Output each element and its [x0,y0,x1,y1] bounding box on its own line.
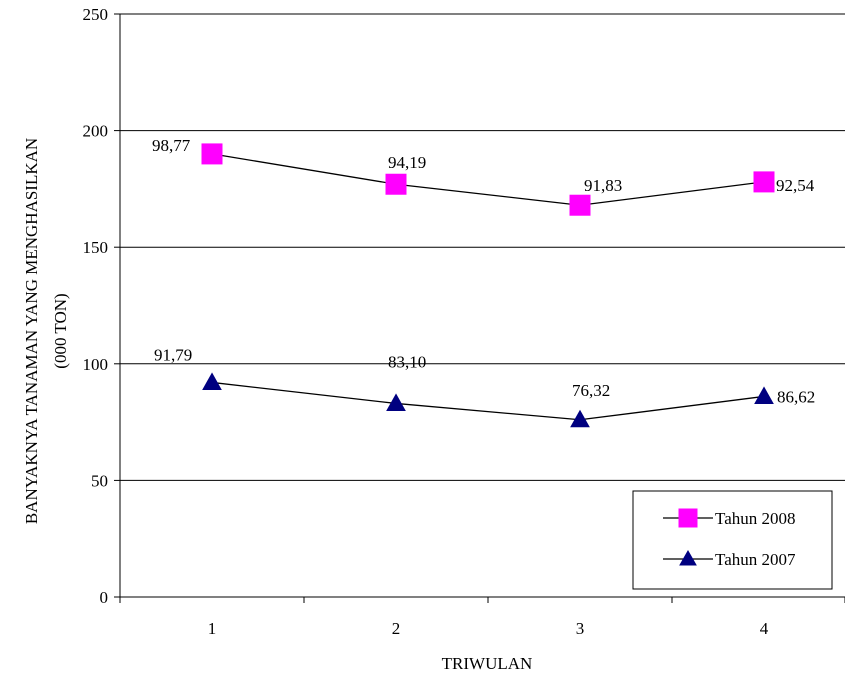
series-line-2008 [212,154,764,205]
y-tick-label: 150 [83,238,109,257]
triangle-marker [755,387,773,403]
data-label: 94,19 [388,153,426,172]
x-tick-label: 1 [208,619,217,638]
gridlines [120,14,845,480]
y-tick-label: 250 [83,5,109,24]
y-axis-title: BANYAKNYA TANAMAN YANG MENGHASILKAN [22,138,41,524]
y-tick-label: 100 [83,355,109,374]
series-markers [202,144,774,427]
x-tick-label: 4 [760,619,769,638]
legend-label: Tahun 2008 [715,509,796,528]
square-marker [570,195,590,215]
x-tick-label: 2 [392,619,401,638]
y-tick-label: 50 [91,471,108,490]
legend-box [633,491,832,589]
data-label: 76,32 [572,381,610,400]
y-tick-label: 200 [83,122,109,141]
square-marker [202,144,222,164]
data-labels: 98,77 94,19 91,83 92,54 91,79 83,10 76,32 86,62 [152,136,815,407]
legend: Tahun 2008 Tahun 2007 [633,491,832,589]
y-tick-label: 0 [100,588,109,607]
data-label: 86,62 [777,387,815,406]
legend-square-marker [679,509,697,527]
data-label: 91,83 [584,176,622,195]
x-axis-title: TRIWULAN [442,654,533,673]
x-tick-label: 3 [576,619,585,638]
triangle-marker [203,373,221,389]
data-label: 91,79 [154,345,192,364]
y-axis-unit: (000 TON) [51,293,70,368]
series-line-2007 [212,382,764,419]
series-lines [212,154,764,420]
data-label: 98,77 [152,136,191,155]
legend-label: Tahun 2007 [715,550,796,569]
data-label: 92,54 [776,176,815,195]
data-label: 83,10 [388,352,426,371]
square-marker [386,174,406,194]
square-marker [754,172,774,192]
